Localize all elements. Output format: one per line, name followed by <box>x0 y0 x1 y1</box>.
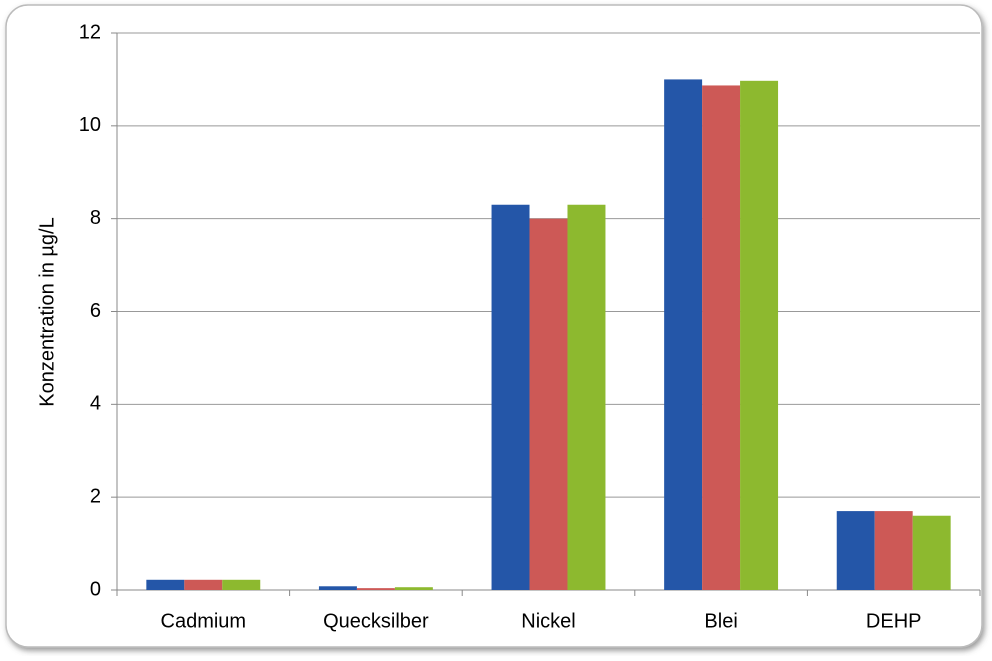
y-tick-label: 10 <box>79 114 101 136</box>
x-tick-label: DEHP <box>866 610 922 632</box>
bar <box>740 80 779 590</box>
y-tick-label: 8 <box>90 207 101 229</box>
bar <box>146 579 185 590</box>
bar <box>874 511 913 590</box>
x-tick-label: Nickel <box>521 610 575 632</box>
bar <box>394 587 433 590</box>
bar <box>664 79 703 591</box>
x-tick-label: Quecksilber <box>323 610 429 632</box>
bar <box>702 85 741 590</box>
x-tick-label: Blei <box>704 610 737 632</box>
bar <box>912 515 951 590</box>
bar <box>836 511 875 590</box>
y-tick-label: 12 <box>79 21 101 43</box>
y-axis-label: Konzentration in µg/L <box>36 217 58 406</box>
bar <box>529 218 568 590</box>
bar <box>184 579 223 590</box>
bar <box>356 588 395 590</box>
plot-area: 0 2 4 6 8 10 12 Cadmium Quecksilber Nickel Blei DEH… <box>79 21 981 632</box>
bar <box>567 204 606 590</box>
bar <box>222 579 261 590</box>
bar <box>491 204 530 590</box>
y-tick-label: 4 <box>90 393 101 415</box>
y-tick-label: 2 <box>90 485 101 507</box>
y-tick-label: 0 <box>90 578 101 600</box>
y-tick-label: 6 <box>90 300 101 322</box>
bar <box>318 586 357 590</box>
x-tick-label: Cadmium <box>161 610 247 632</box>
